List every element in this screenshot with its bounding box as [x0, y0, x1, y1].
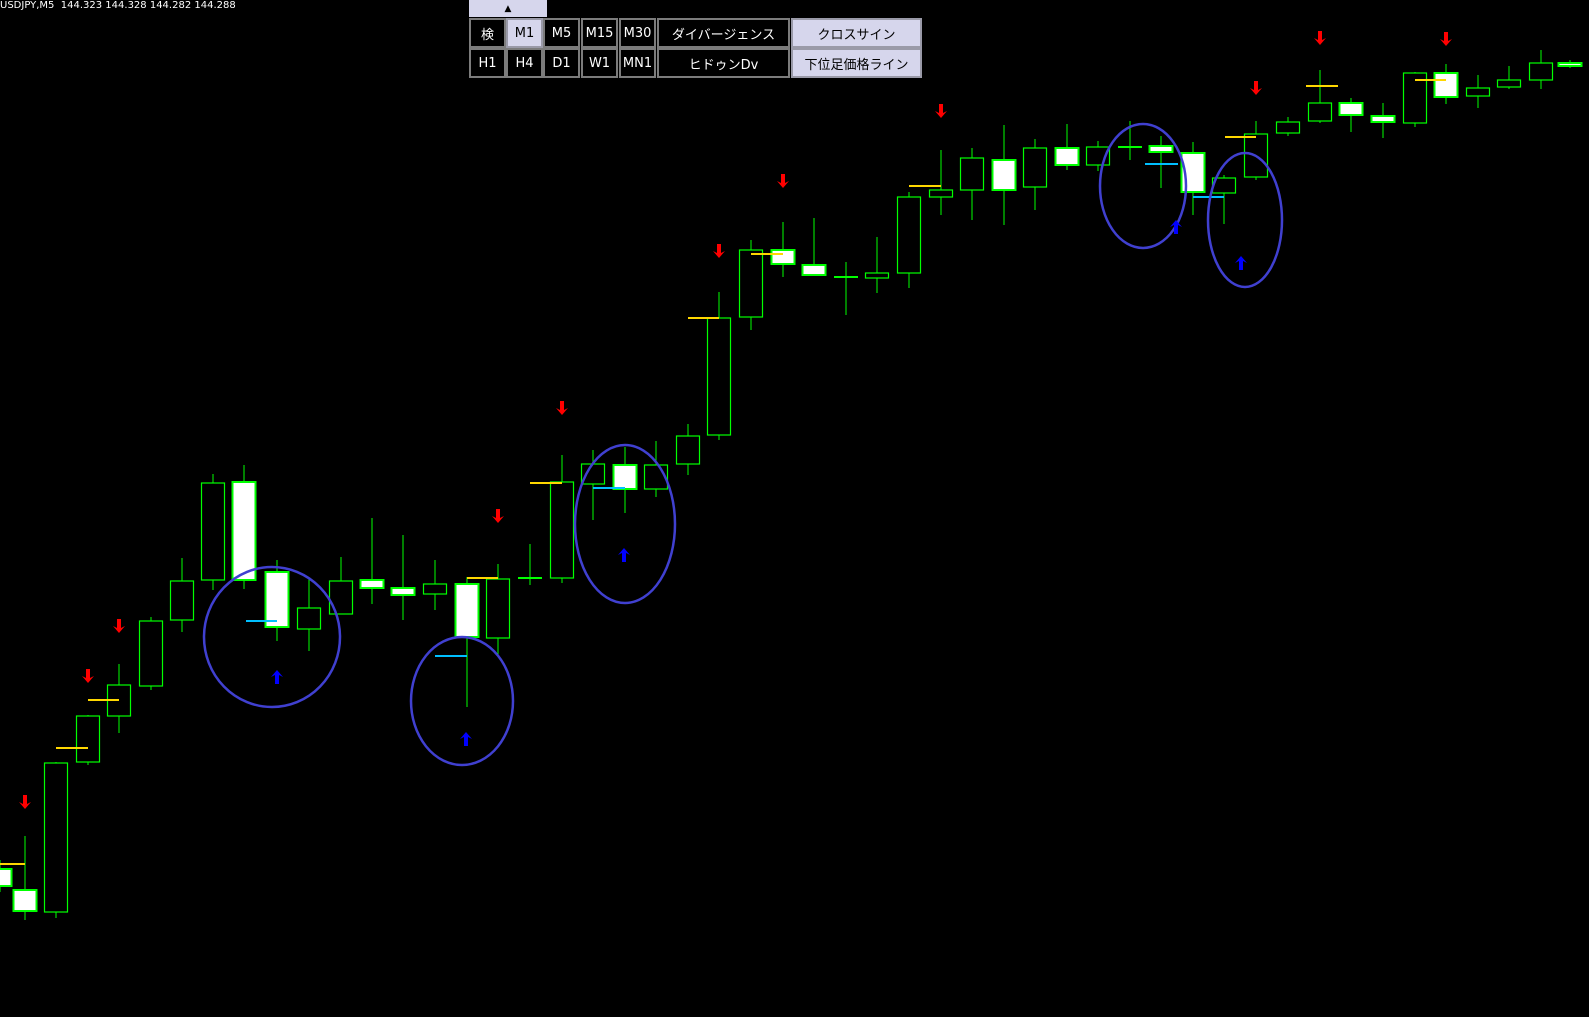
candle-bear [454, 583, 480, 638]
candle-bull [1275, 121, 1301, 134]
candle-bull [1465, 87, 1491, 97]
candle-bull [1307, 102, 1333, 122]
button-r1-0[interactable]: 検 [469, 18, 506, 48]
buy-arrow-icon [271, 670, 283, 684]
candle-bull [422, 583, 448, 595]
sell-arrow-icon [777, 174, 789, 188]
candle-bull [549, 481, 575, 579]
candle-bull [200, 482, 226, 581]
sell-arrow-icon [113, 619, 125, 633]
candle-bull [1496, 79, 1522, 88]
candle-bear [0, 868, 13, 887]
highlight-circle [573, 443, 677, 605]
button-r1-3[interactable]: M15 [581, 18, 618, 48]
sell-arrow-icon [1250, 81, 1262, 95]
button-r2-2[interactable]: D1 [543, 48, 580, 78]
sell-arrow-icon [1314, 31, 1326, 45]
sell-arrow-icon [82, 669, 94, 683]
button-r1-2[interactable]: M5 [543, 18, 580, 48]
candle-bull [43, 762, 69, 913]
candle-bull [706, 317, 732, 436]
button-r2-3[interactable]: W1 [581, 48, 618, 78]
button-r1-6[interactable]: クロスサイン [791, 18, 922, 48]
sell-arrow-icon [492, 509, 504, 523]
button-r1-4[interactable]: M30 [619, 18, 656, 48]
candle-bear [801, 264, 827, 276]
buy-arrow-icon [618, 548, 630, 562]
candle-bull [328, 580, 354, 615]
candle-bear [359, 579, 385, 589]
candle-bull [1402, 72, 1428, 124]
highlight-circle [409, 635, 515, 767]
sell-arrow-icon [935, 104, 947, 118]
button-r1-5[interactable]: ダイバージェンス [657, 18, 790, 48]
button-r2-0[interactable]: H1 [469, 48, 506, 78]
button-r1-1[interactable]: M1 [506, 18, 543, 48]
candle-bull [75, 715, 101, 763]
candle-bull [928, 189, 954, 198]
candle-bull [896, 196, 922, 274]
candle-bear [231, 481, 257, 581]
candle-bull [485, 578, 511, 639]
candle-bear [612, 464, 638, 490]
candle-bear [1557, 62, 1583, 67]
button-r2-4[interactable]: MN1 [619, 48, 656, 78]
candle-bull [1528, 62, 1554, 81]
panel-collapse-button[interactable]: ▲ [469, 0, 547, 17]
candle-bear [1180, 152, 1206, 193]
highlight-circle [1206, 151, 1284, 289]
candle-bull [296, 607, 322, 630]
candle-bull [959, 157, 985, 191]
candle-bull [675, 435, 701, 465]
highlight-circle [202, 565, 342, 709]
candle-bear [770, 249, 796, 265]
candle-bear [1433, 72, 1459, 98]
buy-arrow-icon [1170, 220, 1182, 234]
button-r2-5[interactable]: ヒドゥンDv [657, 48, 790, 78]
candle-bear [1054, 147, 1080, 166]
button-r2-1[interactable]: H4 [506, 48, 543, 78]
candle-bull [169, 580, 195, 621]
sell-arrow-icon [556, 401, 568, 415]
candle-bear [1148, 145, 1174, 153]
candle-bull [1022, 147, 1048, 188]
highlight-circle [1098, 122, 1188, 250]
candle-bull [864, 272, 890, 279]
candle-bear [390, 587, 416, 596]
candle-bull [738, 249, 764, 318]
sell-arrow-icon [19, 795, 31, 809]
candle-bear [1370, 115, 1396, 123]
symbol-price-readout: USDJPY,M5 144.323 144.328 144.282 144.28… [0, 0, 236, 11]
candle-bear [1338, 102, 1364, 116]
sell-arrow-icon [1440, 32, 1452, 46]
sell-arrow-icon [713, 244, 725, 258]
button-r2-6[interactable]: 下位足価格ライン [791, 48, 922, 78]
candle-bear [12, 889, 38, 912]
candle-bear [991, 159, 1017, 191]
candle-bull [138, 620, 164, 687]
buy-arrow-icon [1235, 256, 1247, 270]
candle-bear [264, 571, 290, 628]
buy-arrow-icon [460, 732, 472, 746]
triangle-up-icon: ▲ [504, 3, 512, 14]
